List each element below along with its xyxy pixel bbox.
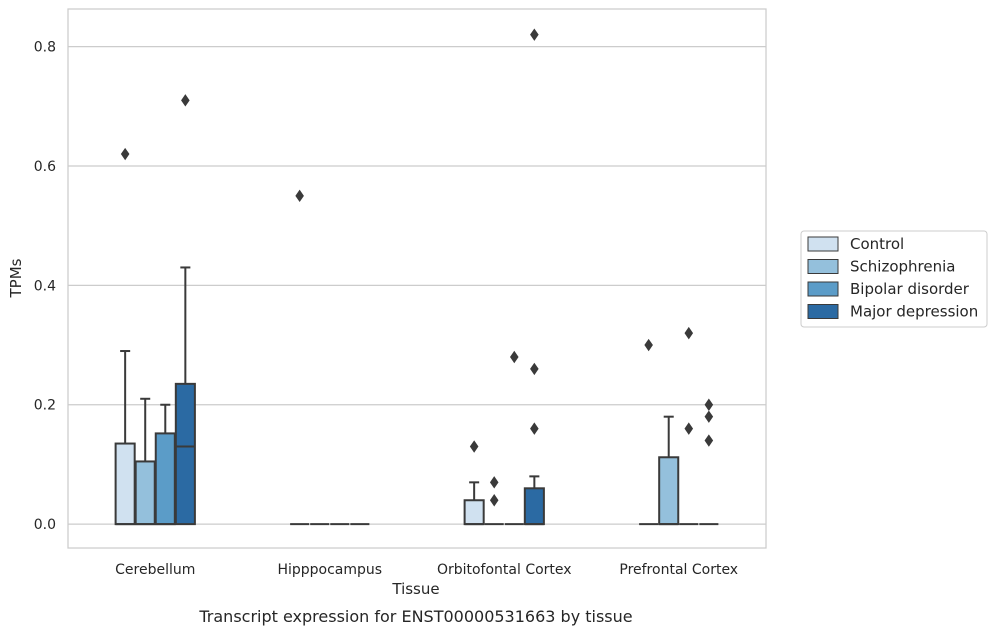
outlier-point	[530, 422, 539, 435]
legend-swatch	[807, 259, 839, 274]
outlier-point	[704, 410, 714, 423]
box-body	[523, 487, 545, 526]
box-2-0	[463, 481, 485, 526]
outlier-layer	[120, 28, 714, 507]
outlier-point	[120, 147, 130, 161]
outlier-point	[181, 94, 190, 107]
box-0-1	[134, 397, 156, 526]
outlier-point	[684, 326, 694, 340]
legend-label: Major depression	[850, 303, 978, 321]
x-tick-label: Hipppocampus	[277, 562, 382, 578]
outlier-point	[530, 362, 539, 376]
y-axis-title: TPMs	[7, 258, 25, 298]
outlier-point	[469, 440, 479, 453]
outlier-point	[704, 434, 714, 447]
chart-caption: Transcript expression for ENST0000053166…	[198, 607, 632, 626]
box-layer	[114, 266, 719, 526]
x-tick-label: Prefrontal Cortex	[619, 562, 738, 578]
legend: Control Schizophrenia Bipolar disorder Majo…	[800, 230, 988, 328]
y-tick-label: 0.4	[34, 278, 56, 294]
legend-label: Control	[850, 235, 904, 253]
box-3-1	[658, 415, 680, 526]
box-body	[658, 456, 680, 526]
box-0-2	[154, 403, 176, 526]
outlier-point	[644, 338, 653, 352]
outlier-point	[684, 422, 694, 435]
y-tick-label: 0.2	[34, 398, 56, 414]
box-body	[154, 432, 176, 526]
outlier-point	[530, 28, 539, 41]
box-body	[134, 460, 156, 526]
box-2-3	[523, 475, 545, 526]
y-tick-label: 0.6	[34, 159, 56, 175]
y-tick-label: 0.8	[34, 40, 56, 56]
outlier-point	[295, 189, 304, 203]
outlier-point	[704, 398, 714, 411]
box-body	[174, 382, 196, 526]
x-tick-label: Cerebellum	[115, 562, 195, 578]
legend-frame	[800, 230, 988, 328]
y-tick-label: 0.0	[34, 517, 56, 533]
box-0-0	[114, 350, 136, 526]
outlier-point	[509, 350, 519, 364]
legend-label: Schizophrenia	[850, 258, 955, 276]
outlier-point	[489, 476, 499, 489]
x-tick-labels: Cerebellum Hipppocampus Orbitofontal Corte…	[115, 562, 738, 578]
plot-frame	[67, 8, 767, 549]
x-tick-label: Orbitofontal Cortex	[437, 562, 572, 578]
y-tick-labels: 0.0 0.2 0.4 0.6 0.8	[34, 40, 56, 534]
box-0-3	[174, 266, 196, 526]
legend-label: Bipolar disorder	[850, 280, 970, 298]
legend-swatch	[807, 236, 839, 252]
outlier-point	[489, 494, 499, 507]
legend-swatch	[807, 304, 839, 319]
box-body	[463, 499, 485, 526]
legend-swatch	[807, 281, 839, 297]
x-axis-title: Tissue	[391, 580, 439, 598]
box-body	[114, 442, 136, 526]
